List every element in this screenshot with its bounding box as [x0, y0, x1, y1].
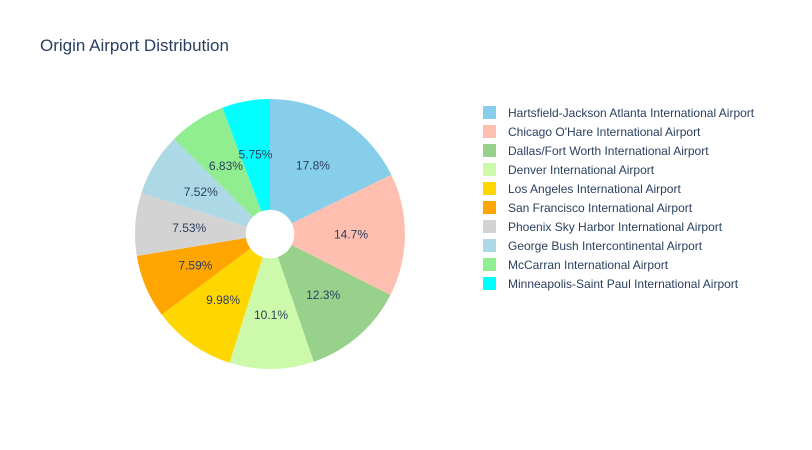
legend-swatch[interactable]	[483, 239, 496, 252]
legend-label[interactable]: Denver International Airport	[508, 163, 655, 177]
legend-label[interactable]: Minneapolis-Saint Paul International Air…	[508, 277, 739, 291]
legend-label[interactable]: Chicago O'Hare International Airport	[508, 125, 701, 139]
slice-percent-label: 7.59%	[178, 259, 212, 273]
slice-percent-label: 5.75%	[238, 147, 272, 161]
pie-slice	[161, 248, 263, 363]
pie-slice	[270, 99, 392, 224]
legend-label[interactable]: McCarran International Airport	[508, 258, 669, 272]
pie-slice	[291, 174, 405, 296]
legend-swatch[interactable]	[483, 106, 496, 119]
slice-percent-label: 12.3%	[306, 288, 340, 302]
pie-slice	[141, 138, 253, 227]
legend-swatch[interactable]	[483, 220, 496, 233]
legend-swatch[interactable]	[483, 144, 496, 157]
slice-percent-label: 10.1%	[254, 308, 288, 322]
pie-slice	[174, 107, 262, 217]
slice-labels: 17.8% 14.7% 12.3% 10.1% 9.98% 7.59% 7.53% 7.52%…	[172, 147, 368, 322]
legend-label[interactable]: Los Angeles International Airport	[508, 182, 681, 196]
legend: Hartsfield-Jackson Atlanta International…	[483, 106, 755, 291]
pie-slice	[277, 244, 391, 362]
legend-swatch[interactable]	[483, 201, 496, 214]
pie-slice	[136, 237, 251, 315]
legend-swatch[interactable]	[483, 258, 496, 271]
pie-slice	[135, 192, 247, 256]
legend-label[interactable]: Phoenix Sky Harbor International Airport	[508, 220, 723, 234]
slice-percent-label: 6.83%	[209, 159, 243, 173]
pie-slice	[222, 99, 270, 212]
legend-label[interactable]: Hartsfield-Jackson Atlanta International…	[508, 106, 755, 120]
slice-percent-label: 9.98%	[206, 293, 240, 307]
pie-slices	[135, 99, 405, 369]
chart-title: Origin Airport Distribution	[40, 36, 229, 55]
slice-percent-label: 7.53%	[172, 221, 206, 235]
legend-label[interactable]: George Bush Intercontinental Airport	[508, 239, 703, 253]
slice-percent-label: 14.7%	[334, 228, 368, 242]
legend-label[interactable]: San Francisco International Airport	[508, 201, 693, 215]
slice-percent-label: 17.8%	[296, 158, 330, 172]
slice-percent-label: 7.52%	[184, 185, 218, 199]
legend-swatch[interactable]	[483, 277, 496, 290]
pie-slice	[229, 256, 314, 369]
legend-swatch[interactable]	[483, 125, 496, 138]
legend-swatch[interactable]	[483, 182, 496, 195]
legend-swatch[interactable]	[483, 163, 496, 176]
legend-label[interactable]: Dallas/Fort Worth International Airport	[508, 144, 709, 158]
